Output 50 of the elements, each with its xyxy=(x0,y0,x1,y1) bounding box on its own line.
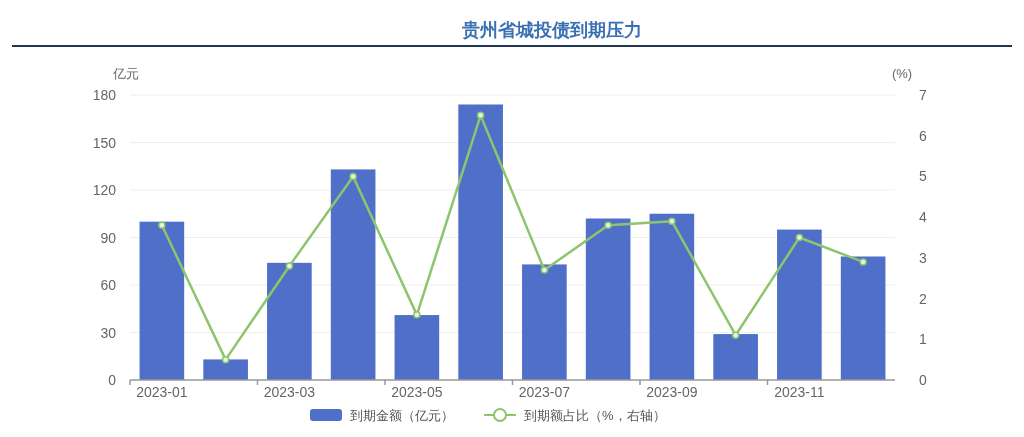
bar xyxy=(330,169,376,380)
point xyxy=(540,266,549,274)
point xyxy=(285,262,294,270)
bar xyxy=(394,315,440,380)
y-tick-label: 60 xyxy=(100,277,117,293)
point xyxy=(604,221,612,230)
point xyxy=(476,111,485,120)
bar xyxy=(585,218,631,380)
y-tick-label: 0 xyxy=(108,372,117,388)
y-tick-label: 180 xyxy=(92,87,117,103)
x-tick-label: 2023-07 xyxy=(518,384,571,400)
bar xyxy=(777,229,822,380)
y2-tick-label: 5 xyxy=(919,168,928,185)
legend-label: 到期额占比（%，右轴） xyxy=(524,408,666,423)
y-tick-label: 120 xyxy=(92,182,117,198)
point xyxy=(158,221,166,230)
x-tick-label: 2023-05 xyxy=(391,384,443,400)
y-axis-title: 亿元 xyxy=(112,66,139,81)
bar xyxy=(649,213,695,380)
y2-axis-title: (%) xyxy=(891,66,913,81)
legend-label: 到期金额（亿元） xyxy=(350,408,454,423)
y-tick-label: 30 xyxy=(100,324,117,341)
point xyxy=(731,331,740,339)
point xyxy=(413,311,421,319)
chart-title: 贵州省城投债到期压力 xyxy=(461,20,642,40)
point xyxy=(859,258,867,266)
bar xyxy=(522,264,567,380)
x-tick-label: 2023-03 xyxy=(263,384,316,400)
bar xyxy=(840,256,886,380)
bar xyxy=(267,262,312,380)
y2-tick-label: 2 xyxy=(919,290,928,307)
point xyxy=(795,233,804,242)
x-tick-label: 2023-11 xyxy=(774,384,825,400)
y2-tick-label: 6 xyxy=(919,127,928,144)
y-tick-label: 90 xyxy=(100,229,117,246)
bar xyxy=(713,334,758,380)
y2-tick-label: 7 xyxy=(919,87,928,103)
y2-tick-label: 3 xyxy=(919,249,928,266)
bar xyxy=(139,221,185,380)
bar xyxy=(458,104,503,380)
point xyxy=(668,217,676,225)
x-tick-label: 2023-09 xyxy=(646,384,698,400)
point xyxy=(349,172,357,181)
x-tick-label: 2023-01 xyxy=(136,384,188,400)
y2-tick-label: 0 xyxy=(919,372,928,388)
bar xyxy=(203,359,248,380)
point xyxy=(221,355,230,364)
y2-tick-label: 1 xyxy=(919,331,928,348)
y2-tick-label: 4 xyxy=(919,209,928,226)
y-tick-label: 150 xyxy=(92,134,117,151)
